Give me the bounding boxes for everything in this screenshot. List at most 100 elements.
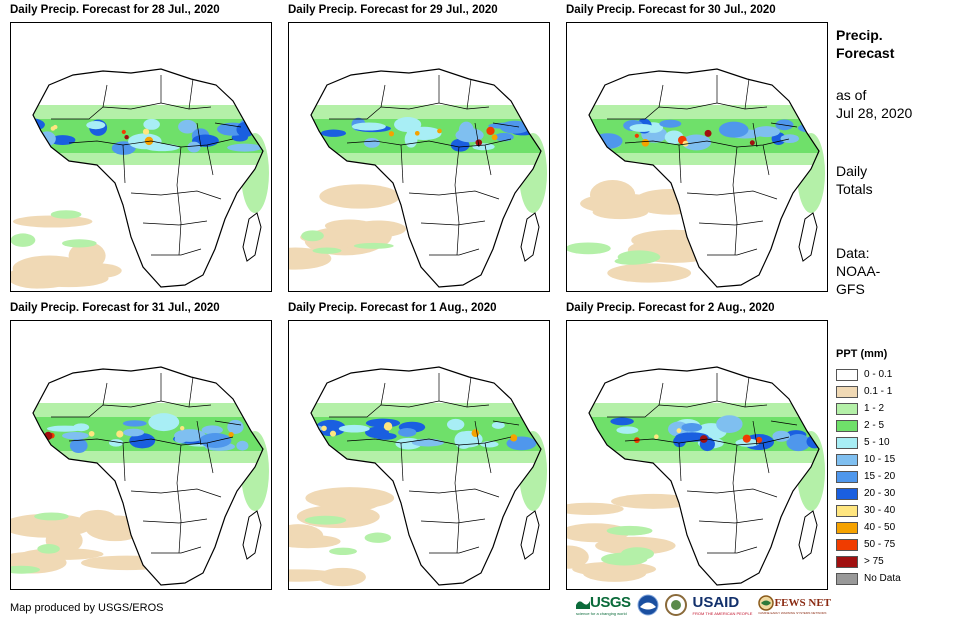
rain-cell: [610, 417, 634, 426]
country-border: [188, 376, 194, 408]
legend-item: 50 - 75: [836, 536, 901, 553]
ocean-rain-patch: [75, 263, 122, 279]
forecast-panel-2: Daily Precip. Forecast for 29 Jul., 2020: [288, 4, 550, 292]
rain-cell: [780, 134, 799, 144]
country-border: [732, 146, 738, 186]
country-border: [122, 144, 126, 184]
country-border: [151, 546, 202, 554]
coastline: [588, 366, 820, 586]
country-border: [484, 442, 492, 474]
rain-cell: [227, 143, 263, 152]
country-border: [214, 420, 242, 426]
ocean-rain-patch: [289, 534, 341, 549]
legend-swatch: [836, 436, 858, 449]
precip-map: [566, 320, 828, 590]
legend-item: 5 - 10: [836, 434, 901, 451]
coastline: [520, 212, 540, 262]
country-border: [400, 442, 404, 482]
forecast-panel-5: Daily Precip. Forecast for 1 Aug., 2020: [288, 302, 550, 590]
rain-cell: [718, 121, 749, 138]
country-border: [474, 420, 480, 446]
rain-cell: [178, 119, 197, 134]
country-border: [176, 146, 182, 186]
legend-item: > 75: [836, 553, 901, 570]
country-border: [686, 488, 778, 498]
ocean-rain-patch: [592, 205, 649, 220]
ocean-rain-patch: [301, 230, 324, 242]
country-border: [151, 248, 202, 256]
country-border: [206, 144, 214, 176]
ocean-rain-patch: [319, 184, 400, 209]
panel-title: Daily Precip. Forecast for 29 Jul., 2020: [288, 4, 498, 16]
side-title-line2: Forecast: [836, 45, 895, 61]
forecast-panel-3: Daily Precip. Forecast for 30 Jul., 2020: [566, 4, 828, 292]
land-area: [799, 511, 817, 559]
ocean-rain-patch: [607, 263, 692, 283]
rain-cell: [411, 438, 445, 447]
as-of-date: as of Jul 28, 2020: [836, 86, 912, 122]
precip-map: [288, 22, 550, 292]
rain-cell: [398, 428, 417, 437]
country-border: [429, 248, 480, 256]
ocean-rain-patch: [611, 493, 696, 509]
legend-label: > 75: [864, 556, 884, 567]
rain-cell: [446, 418, 465, 431]
country-border: [420, 518, 486, 524]
rain-cell: [338, 424, 370, 433]
legend-swatch: [836, 419, 858, 432]
country-border: [732, 184, 738, 256]
country-border: [744, 376, 750, 408]
country-border: [188, 78, 194, 110]
ocean-rain-patch: [353, 242, 394, 249]
legend-swatch: [836, 487, 858, 500]
ppt-legend: PPT (mm) 0 - 0.1 0.1 - 1 1 - 2 2 - 5 5 - 10 1…: [836, 348, 901, 587]
panel-title: Daily Precip. Forecast for 1 Aug., 2020: [288, 302, 497, 314]
country-border: [196, 122, 202, 148]
ocean-rain-patch: [34, 512, 69, 521]
country-border: [408, 190, 500, 200]
doi-seal-icon: [664, 594, 687, 616]
legend-item: 0 - 0.1: [836, 366, 901, 383]
heavy-rain-cell: [321, 425, 327, 432]
country-border: [658, 382, 664, 406]
country-border: [752, 420, 758, 446]
country-border: [408, 488, 500, 498]
legend-label: 50 - 75: [864, 539, 896, 550]
noaa-logo-icon: [637, 594, 659, 616]
coastline: [588, 68, 820, 288]
rain-cell: [629, 123, 655, 132]
country-border: [176, 482, 182, 554]
ocean-rain-patch: [567, 545, 589, 569]
heavy-rain-cell: [116, 430, 124, 438]
rain-cell: [499, 120, 530, 134]
data-line3: GFS: [836, 281, 865, 297]
rain-cell: [450, 138, 470, 152]
country-border: [176, 444, 182, 484]
precip-map: [566, 22, 828, 292]
legend-swatch: [836, 368, 858, 381]
heavy-rain-cell: [414, 130, 420, 136]
country-border: [420, 220, 486, 226]
ocean-rain-patch: [11, 565, 41, 574]
rain-cell: [62, 431, 89, 440]
heavy-rain-cell: [704, 129, 712, 137]
ocean-rain-patch: [614, 257, 648, 265]
heavy-rain-cell: [641, 138, 650, 147]
usaid-logo: USAID FROM THE AMERICAN PEOPLE: [693, 594, 753, 616]
rain-cell: [786, 434, 811, 452]
rain-cell: [616, 426, 639, 434]
heavy-rain-cell: [742, 434, 751, 443]
ocean-rain-patch: [312, 247, 342, 254]
rain-cell: [311, 138, 323, 151]
ocean-rain-patch: [567, 242, 611, 255]
country-border: [492, 122, 520, 128]
coastline: [32, 68, 264, 288]
country-border: [678, 442, 682, 482]
country-border: [400, 144, 404, 184]
ocean-rain-patch: [601, 552, 648, 566]
coastline: [310, 68, 542, 288]
legend-item: 2 - 5: [836, 417, 901, 434]
usaid-tagline: FROM THE AMERICAN PEOPLE: [692, 611, 753, 616]
precip-map: [10, 320, 272, 590]
heavy-rain-cell: [491, 134, 498, 141]
